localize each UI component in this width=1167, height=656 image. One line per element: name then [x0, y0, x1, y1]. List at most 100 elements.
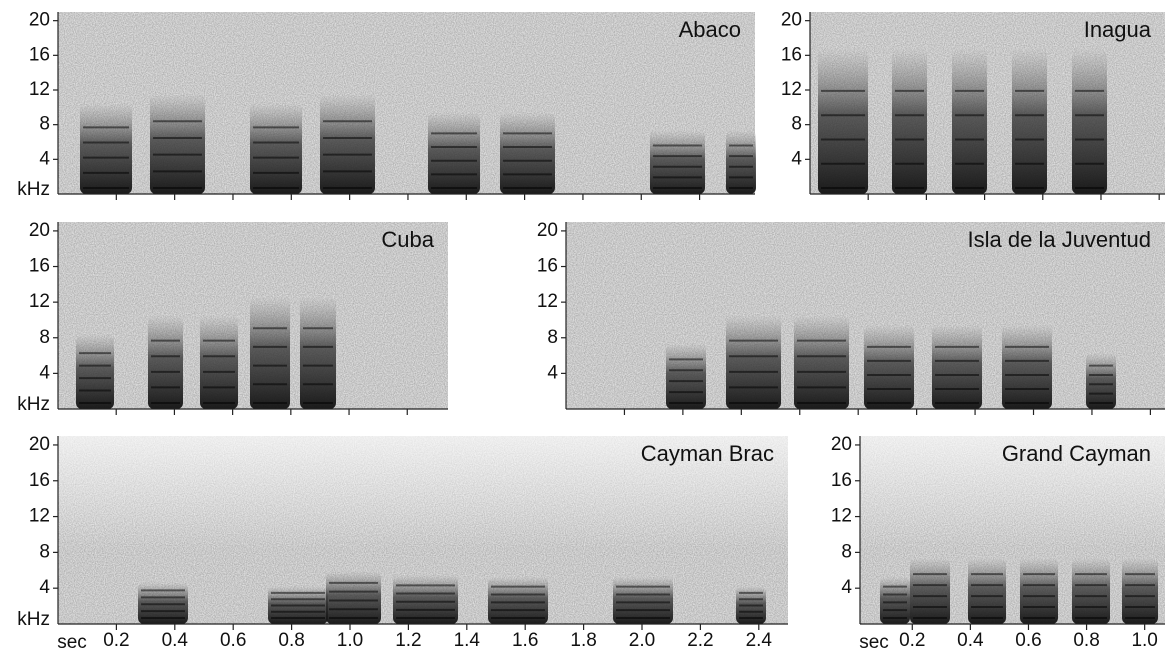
x-tick-label: 0.4	[162, 630, 189, 651]
y-axis-label: kHz	[17, 609, 50, 630]
syllable	[500, 112, 555, 194]
y-tick-label: 16	[537, 256, 558, 277]
x-tick-label: 0.2	[103, 630, 129, 651]
syllable	[76, 334, 114, 409]
y-tick-label: 20	[781, 10, 802, 31]
syllable	[1072, 558, 1110, 624]
fade	[860, 436, 1165, 549]
y-tick-label: 20	[29, 434, 50, 455]
y-tick-label: 8	[547, 327, 558, 348]
panel: 4 8 12 16 20 kHz Abaco	[17, 10, 756, 200]
syllable	[910, 558, 950, 624]
syllable	[488, 577, 548, 624]
x-tick-label: 0.2	[899, 630, 925, 651]
syllable	[320, 93, 375, 194]
panel: 4 8 12 16 20 kHz 0.2 0.4 0.6 0.8 1.0 1.2 1.4 1.6 1.8 2.…	[17, 434, 788, 653]
syllable	[300, 296, 336, 409]
panel: 4 8 12 16 20 Inagua	[781, 10, 1165, 200]
x-tick-label: 1.0	[1131, 630, 1157, 651]
y-tick-label: 12	[537, 291, 558, 312]
panel-title: Inagua	[1084, 17, 1152, 42]
y-tick-label: 20	[29, 220, 50, 241]
syllable	[864, 324, 914, 409]
panel-title: Cayman Brac	[641, 441, 774, 466]
y-tick-label: 12	[781, 79, 802, 100]
syllable	[726, 130, 756, 194]
x-tick-label: 1.0	[337, 630, 363, 651]
y-tick-label: 20	[29, 10, 50, 31]
fade	[58, 436, 788, 549]
y-tick-label: 16	[831, 470, 852, 491]
y-tick-label: 16	[29, 44, 50, 65]
x-tick-label: 2.4	[746, 630, 773, 651]
syllable	[148, 315, 183, 409]
syllable	[818, 48, 868, 195]
y-tick-label: 4	[39, 148, 50, 169]
y-tick-label: 4	[841, 577, 852, 598]
panel-title: Grand Cayman	[1002, 441, 1151, 466]
panel-title: Abaco	[679, 17, 741, 42]
syllable	[428, 112, 480, 194]
y-tick-label: 4	[39, 577, 50, 598]
syllable	[250, 296, 290, 409]
syllable	[968, 558, 1006, 624]
x-tick-label: 1.8	[570, 630, 596, 651]
y-tick-label: 4	[791, 148, 802, 169]
syllable	[952, 48, 987, 195]
syllable	[794, 315, 849, 409]
x-tick-label: 2.2	[687, 630, 713, 651]
y-tick-label: 16	[781, 44, 802, 65]
y-tick-label: 16	[29, 470, 50, 491]
y-tick-label: 8	[791, 114, 802, 135]
syllable	[1002, 324, 1052, 409]
y-tick-label: 8	[39, 114, 50, 135]
y-tick-label: 12	[29, 506, 50, 527]
syllable	[1020, 558, 1058, 624]
y-tick-label: 12	[831, 506, 852, 527]
y-axis-label: kHz	[17, 179, 50, 200]
syllable	[932, 324, 982, 409]
syllable	[650, 130, 705, 194]
x-tick-label: 0.6	[1015, 630, 1041, 651]
panel-title: Isla de la Juventud	[968, 227, 1151, 252]
y-tick-label: 20	[831, 434, 852, 455]
syllable	[1012, 48, 1047, 195]
y-tick-label: 8	[39, 541, 50, 562]
syllable	[250, 103, 302, 194]
x-tick-label: 1.6	[512, 630, 538, 651]
y-tick-label: 4	[39, 362, 50, 383]
syllable	[1072, 48, 1107, 195]
y-axis-label: kHz	[17, 394, 50, 415]
syllable	[726, 315, 781, 409]
panel-title: Cuba	[381, 227, 434, 252]
x-tick-label: 1.4	[454, 630, 481, 651]
syllable	[613, 577, 673, 624]
y-tick-label: 8	[841, 541, 852, 562]
y-tick-label: 4	[547, 362, 558, 383]
y-tick-label: 20	[537, 220, 558, 241]
syllable	[150, 93, 205, 194]
x-tick-label: 0.4	[957, 630, 984, 651]
x-tick-label: 0.8	[278, 630, 304, 651]
y-tick-label: 12	[29, 291, 50, 312]
syllable	[892, 48, 927, 195]
x-tick-label: 0.6	[220, 630, 246, 651]
y-tick-label: 8	[39, 327, 50, 348]
syllable	[80, 103, 132, 194]
x-tick-label: 0.8	[1073, 630, 1099, 651]
panel: 4 8 12 16 20 0.2 0.4 0.6 0.8 1.0 sec Grand Cayman	[831, 434, 1165, 653]
syllable	[1122, 558, 1158, 624]
y-tick-label: 16	[29, 256, 50, 277]
x-tick-label: 1.2	[395, 630, 421, 651]
x-axis-label: sec	[859, 632, 889, 653]
x-axis-label: sec	[57, 632, 87, 653]
x-tick-label: 2.0	[629, 630, 655, 651]
syllable	[666, 343, 706, 409]
syllable	[326, 571, 381, 624]
syllable	[1086, 352, 1116, 409]
syllable	[880, 577, 910, 624]
panel: 4 8 12 16 20 kHz Cuba	[17, 220, 448, 415]
y-tick-label: 12	[29, 79, 50, 100]
